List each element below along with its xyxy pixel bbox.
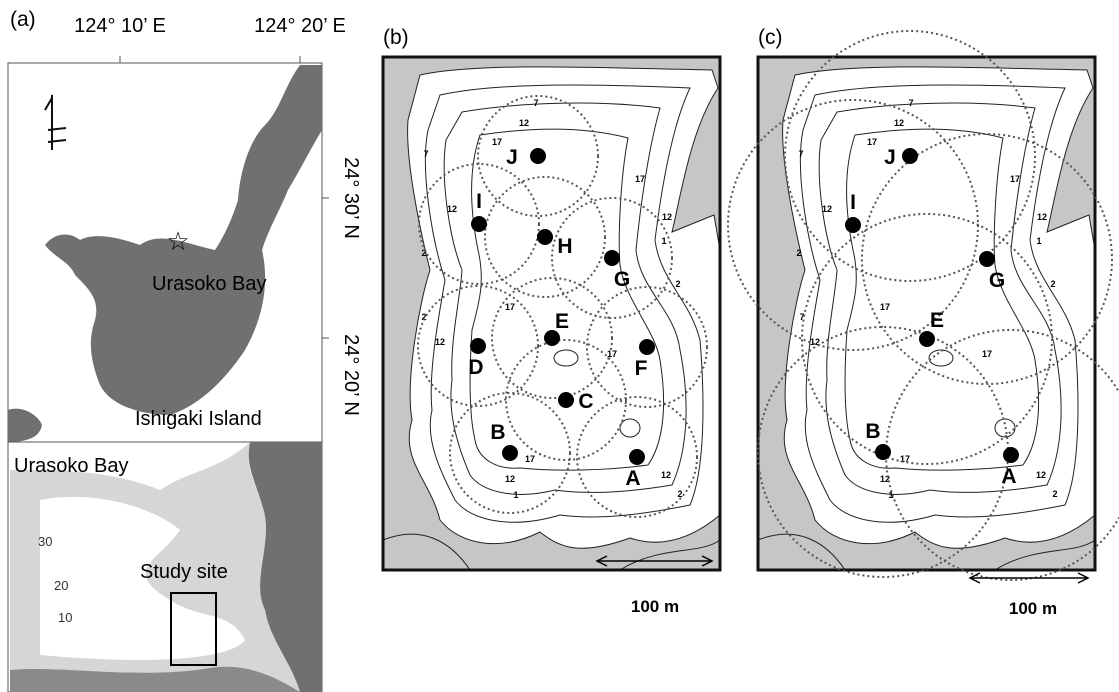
station (639, 339, 655, 355)
station (558, 392, 574, 408)
station-label: B (865, 420, 880, 443)
station (902, 148, 918, 164)
contour-label: 12 (519, 118, 529, 128)
contour-label: 2 (1052, 489, 1057, 499)
contour-label: 1 (661, 236, 666, 246)
contour-label: 17 (607, 349, 617, 359)
contour-label: 12 (662, 212, 672, 222)
depth-label: 10 (58, 610, 72, 625)
site-label: Study site (140, 561, 228, 583)
station-label: E (555, 310, 569, 333)
station-label: G (614, 268, 630, 291)
contour-label: 12 (1036, 470, 1046, 480)
station-label: A (625, 467, 640, 490)
longitude-label: 124° 10’ E (74, 15, 166, 37)
station-label: F (635, 357, 648, 380)
station-label: A (1001, 465, 1016, 488)
panel-label: (b) (383, 26, 409, 49)
contour-label: 12 (1037, 212, 1047, 222)
contour-label: 17 (492, 137, 502, 147)
station (502, 445, 518, 461)
contour-label: 7 (798, 149, 803, 159)
inset-title: Urasoko Bay (14, 455, 129, 477)
contour-label: 17 (635, 174, 645, 184)
contour-label: 2 (675, 279, 680, 289)
station-label: J (506, 146, 518, 169)
station (471, 216, 487, 232)
station-label: I (850, 191, 856, 214)
contour-label: 17 (982, 349, 992, 359)
contour-label: 1 (513, 490, 518, 500)
contour-label: 12 (822, 204, 832, 214)
latitude-label: 24° 30’ N (340, 157, 362, 239)
station-label: B (490, 421, 505, 444)
star: ☆ (166, 226, 189, 256)
contour-label: 17 (1010, 174, 1020, 184)
contour-label: 17 (867, 137, 877, 147)
reef-map (758, 57, 1095, 570)
contour-label: 17 (505, 302, 515, 312)
contour-label: 2 (421, 312, 426, 322)
contour-label: 12 (435, 337, 445, 347)
figure: ☆ (a) 124° 10’ E 124° 20’ E 24° 30’ N 24… (0, 0, 1119, 692)
contour-label: 7 (533, 98, 538, 108)
station (1003, 447, 1019, 463)
contour-label: 7 (908, 98, 913, 108)
station (845, 217, 861, 233)
scale-label: 100 m (1009, 599, 1057, 618)
station (604, 250, 620, 266)
contour-label: 12 (661, 470, 671, 480)
contour-label: 17 (900, 454, 910, 464)
contour-label: 17 (525, 454, 535, 464)
station (629, 449, 645, 465)
station (530, 148, 546, 164)
depth-label: 30 (38, 534, 52, 549)
contour-label: 2 (1050, 279, 1055, 289)
station (979, 251, 995, 267)
place-label: Ishigaki Island (135, 408, 262, 430)
contour-label: 7 (423, 149, 428, 159)
station-label: D (468, 356, 483, 379)
station (875, 444, 891, 460)
station-label: G (989, 269, 1005, 292)
contour-label: 17 (880, 302, 890, 312)
station (537, 229, 553, 245)
contour-label: 12 (894, 118, 904, 128)
station-label: C (578, 390, 593, 413)
panel-label: (a) (10, 8, 36, 31)
station-label: E (930, 309, 944, 332)
reef-map (383, 57, 720, 570)
station-label: H (557, 235, 572, 258)
depth-label: 20 (54, 578, 68, 593)
station (919, 331, 935, 347)
latitude-label: 24° 20’ N (340, 334, 362, 416)
contour-label: 12 (505, 474, 515, 484)
place-label: Urasoko Bay (152, 273, 267, 295)
station-label: J (884, 146, 896, 169)
contour-label: 2 (796, 248, 801, 258)
scale-label: 100 m (631, 597, 679, 616)
station-label: I (476, 190, 482, 213)
contour-label: 1 (1036, 236, 1041, 246)
station (470, 338, 486, 354)
panel-label: (c) (758, 26, 783, 49)
contour-label: 12 (447, 204, 457, 214)
longitude-label: 124° 20’ E (254, 15, 346, 37)
